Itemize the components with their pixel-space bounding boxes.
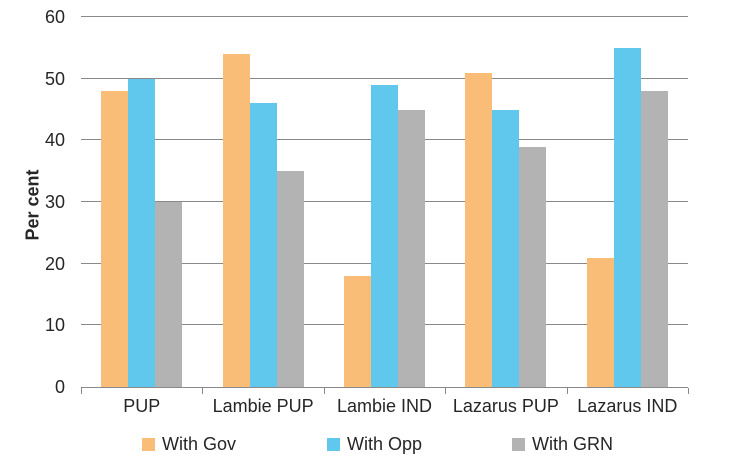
legend-label-with-gov: With Gov xyxy=(162,434,237,454)
legend-label-with-opp: With Opp xyxy=(347,434,423,454)
legend-swatch-with-gov xyxy=(142,437,155,451)
bar-with-opp-lambie-ind xyxy=(371,84,399,387)
bar-group-pup xyxy=(81,17,202,387)
legend-item-with-opp: With Opp xyxy=(327,435,422,453)
bar-with-opp-lambie-pup xyxy=(249,103,277,387)
bar-with-gov-lambie-ind xyxy=(344,276,372,387)
bar-with-grn-pup xyxy=(155,202,183,387)
bar-with-grn-lambie-ind xyxy=(398,109,426,387)
bar-group-lambie-ind xyxy=(324,17,445,387)
bar-with-gov-pup xyxy=(101,91,129,387)
y-tick-label-60: 60 xyxy=(44,7,65,27)
x-axis-tick xyxy=(202,388,204,394)
bar-with-gov-lazarus-pup xyxy=(465,72,493,387)
gridline-50 xyxy=(81,77,688,79)
y-tick-label-30: 30 xyxy=(44,192,65,212)
x-category-label-lambie-pup: Lambie PUP xyxy=(212,396,314,416)
bar-with-opp-lazarus-ind xyxy=(613,47,641,387)
bar-with-gov-lazarus-ind xyxy=(586,257,614,387)
bar-group-lazarus-pup xyxy=(445,17,566,387)
legend-label-with-grn: With GRN xyxy=(532,434,613,454)
y-tick-label-20: 20 xyxy=(44,253,65,274)
bar-with-gov-lambie-pup xyxy=(222,54,250,387)
bar-group-lambie-pup xyxy=(202,17,323,387)
x-category-label-lambie-ind: Lambie IND xyxy=(336,396,433,416)
x-axis-tick xyxy=(323,388,325,394)
x-axis-tick xyxy=(81,388,82,394)
y-tick-label-0: 0 xyxy=(54,377,65,397)
legend-item-with-gov: With Gov xyxy=(142,435,236,453)
x-category-label-pup: PUP xyxy=(123,396,161,416)
bar-with-grn-lazarus-pup xyxy=(519,146,547,387)
legend-item-with-grn: With GRN xyxy=(512,435,613,453)
y-tick-label-10: 10 xyxy=(44,315,65,336)
x-axis-category-labels: PUP Lambie PUP Lambie IND Lazarus PUP Lazaru… xyxy=(81,395,688,417)
bar-group-lazarus-ind xyxy=(567,17,688,387)
x-axis-tick xyxy=(688,388,689,394)
bar-with-grn-lambie-pup xyxy=(276,171,304,387)
gridline-60 xyxy=(81,16,688,17)
y-tick-label-50: 50 xyxy=(44,68,65,89)
bar-with-grn-lazarus-ind xyxy=(640,91,668,387)
plot-area xyxy=(81,16,688,388)
x-category-label-lazarus-pup: Lazarus PUP xyxy=(452,396,559,416)
y-tick-label-40: 40 xyxy=(44,130,65,151)
x-axis-tick xyxy=(566,388,568,394)
x-category-label-lazarus-ind: Lazarus IND xyxy=(577,396,678,416)
legend-swatch-with-opp xyxy=(327,437,340,451)
bar-with-opp-lazarus-pup xyxy=(492,109,520,387)
x-axis-tick xyxy=(445,388,447,394)
legend-swatch-with-grn xyxy=(512,437,525,451)
bar-with-opp-pup xyxy=(128,78,156,387)
